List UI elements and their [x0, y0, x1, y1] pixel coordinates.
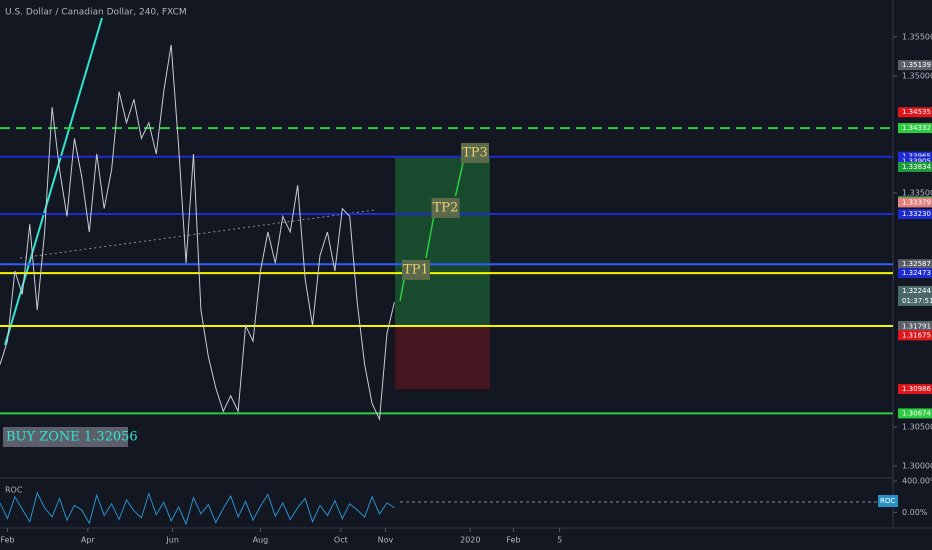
countdown: 01:37:51 — [902, 297, 932, 305]
profit-zone — [395, 156, 490, 326]
y-tick-label: 1.33500 — [902, 188, 932, 197]
target-arrow — [399, 279, 405, 302]
price-tag-label: 1.34535 — [902, 108, 931, 116]
price-tag-label: 1.33230 — [902, 210, 931, 218]
trend-line — [4, 17, 103, 346]
price-tag-label: 1.34332 — [902, 124, 931, 132]
y-tick-label: 1.30500 — [902, 422, 932, 431]
price-tag — [898, 259, 932, 270]
x-tick-label: Apr — [81, 536, 96, 545]
roc-line — [0, 491, 395, 526]
price-tag — [898, 408, 932, 419]
chart-title: U.S. Dollar / Canadian Dollar, 240, FXCM — [5, 8, 187, 18]
target-arrow — [425, 217, 435, 259]
price-tag-label: 1.30986 — [902, 385, 931, 393]
y-tick-label: 1.35500 — [902, 32, 932, 41]
price-tag-label: 1.30674 — [902, 409, 931, 417]
legend-tag — [878, 495, 898, 507]
price-tag — [898, 268, 932, 279]
price-line — [0, 44, 395, 422]
price-tag — [898, 107, 932, 118]
loss-zone — [395, 325, 490, 390]
target-box — [461, 142, 489, 163]
price-tag-label: 1.32244 — [902, 287, 931, 295]
price-tag-label: 1.33905 — [902, 157, 931, 165]
x-tick-label: 2020 — [460, 536, 480, 545]
price-tag-label: 1.33379 — [902, 198, 931, 206]
price-tag — [898, 60, 932, 71]
x-tick-label: Nov — [378, 536, 394, 545]
target-box — [402, 259, 430, 280]
x-tick-label: Aug — [253, 536, 269, 545]
price-tag-label: 1.33834 — [902, 163, 931, 171]
x-tick-label: Feb — [506, 536, 520, 545]
pane-title: ROC — [5, 486, 23, 495]
price-tag — [898, 156, 932, 167]
price-tag — [898, 321, 932, 332]
price-tag — [898, 285, 932, 296]
annotation: BUY ZONE 1.32056 — [6, 430, 138, 445]
target-label: TP1 — [403, 262, 429, 277]
price-tag — [898, 209, 932, 220]
y-tick-label: 0.00% — [902, 508, 928, 517]
legend-label: ROC — [880, 497, 895, 505]
price-tag — [898, 197, 932, 208]
target-arrow — [454, 162, 464, 197]
target-label: TP2 — [433, 200, 459, 215]
x-tick-label: Jun — [165, 536, 179, 545]
x-tick-label: Oct — [334, 536, 348, 545]
price-tag — [898, 384, 932, 395]
price-tag-label: 1.32587 — [902, 260, 931, 268]
price-tag-label: 1.31791 — [902, 322, 931, 330]
price-tag — [898, 123, 932, 134]
target-label: TP3 — [462, 145, 488, 160]
x-tick-label: 5 — [557, 536, 562, 545]
y-tick-label: 400.00% — [902, 477, 932, 486]
price-tag-label: 1.35139 — [902, 61, 931, 69]
x-tick-label: Feb — [0, 536, 14, 545]
target-box — [431, 197, 460, 218]
price-tag — [898, 161, 932, 172]
price-tag — [898, 330, 932, 341]
y-tick-label: 1.35000 — [902, 71, 932, 80]
annotation-box — [3, 427, 128, 447]
price-tag-label: 1.32473 — [902, 269, 931, 277]
countdown-tag — [898, 295, 932, 306]
y-tick-label: 1.30000 — [902, 461, 932, 470]
price-tag-label: 1.31675 — [902, 331, 931, 339]
